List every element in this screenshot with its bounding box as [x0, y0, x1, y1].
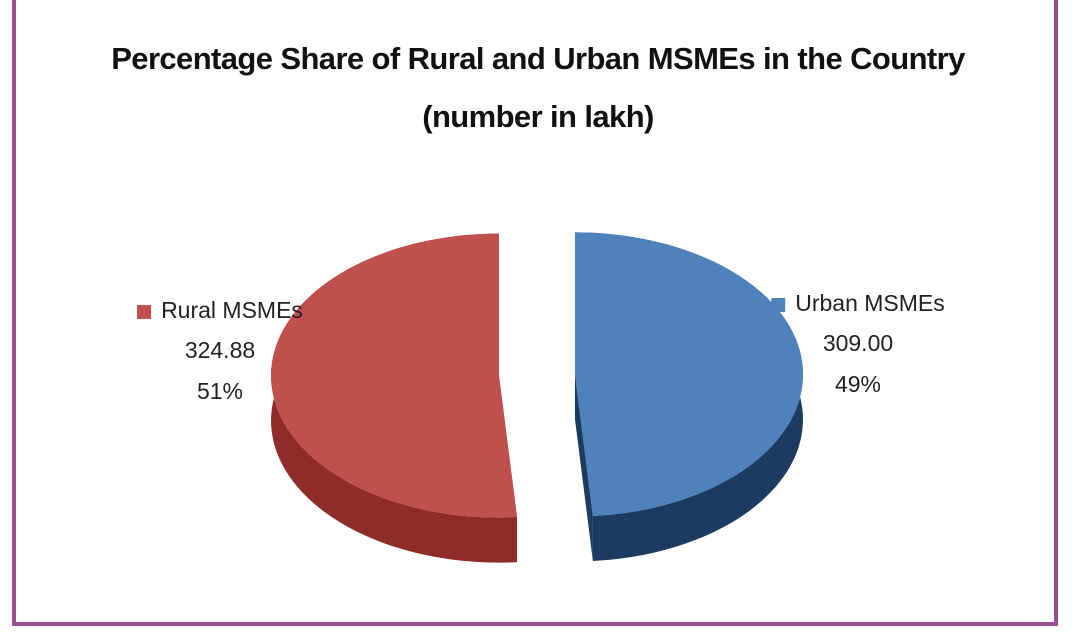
legend-label: Urban MSMEs [795, 290, 945, 316]
value-label: 309.00 [823, 330, 893, 356]
pie-tops [271, 232, 803, 518]
legend-swatch [771, 298, 786, 312]
pie-slice [271, 233, 517, 518]
legend-swatch [137, 305, 152, 319]
chart-title: Percentage Share of Rural and Urban MSME… [111, 41, 965, 134]
chart-frame [12, 0, 1058, 626]
legend-label: Rural MSMEs [161, 297, 303, 323]
pie-slice [575, 232, 803, 516]
slice-cut-face [575, 374, 593, 561]
percentage-label: 51% [197, 378, 243, 404]
percentage-label: 49% [835, 371, 881, 397]
value-label: 324.88 [185, 337, 255, 363]
